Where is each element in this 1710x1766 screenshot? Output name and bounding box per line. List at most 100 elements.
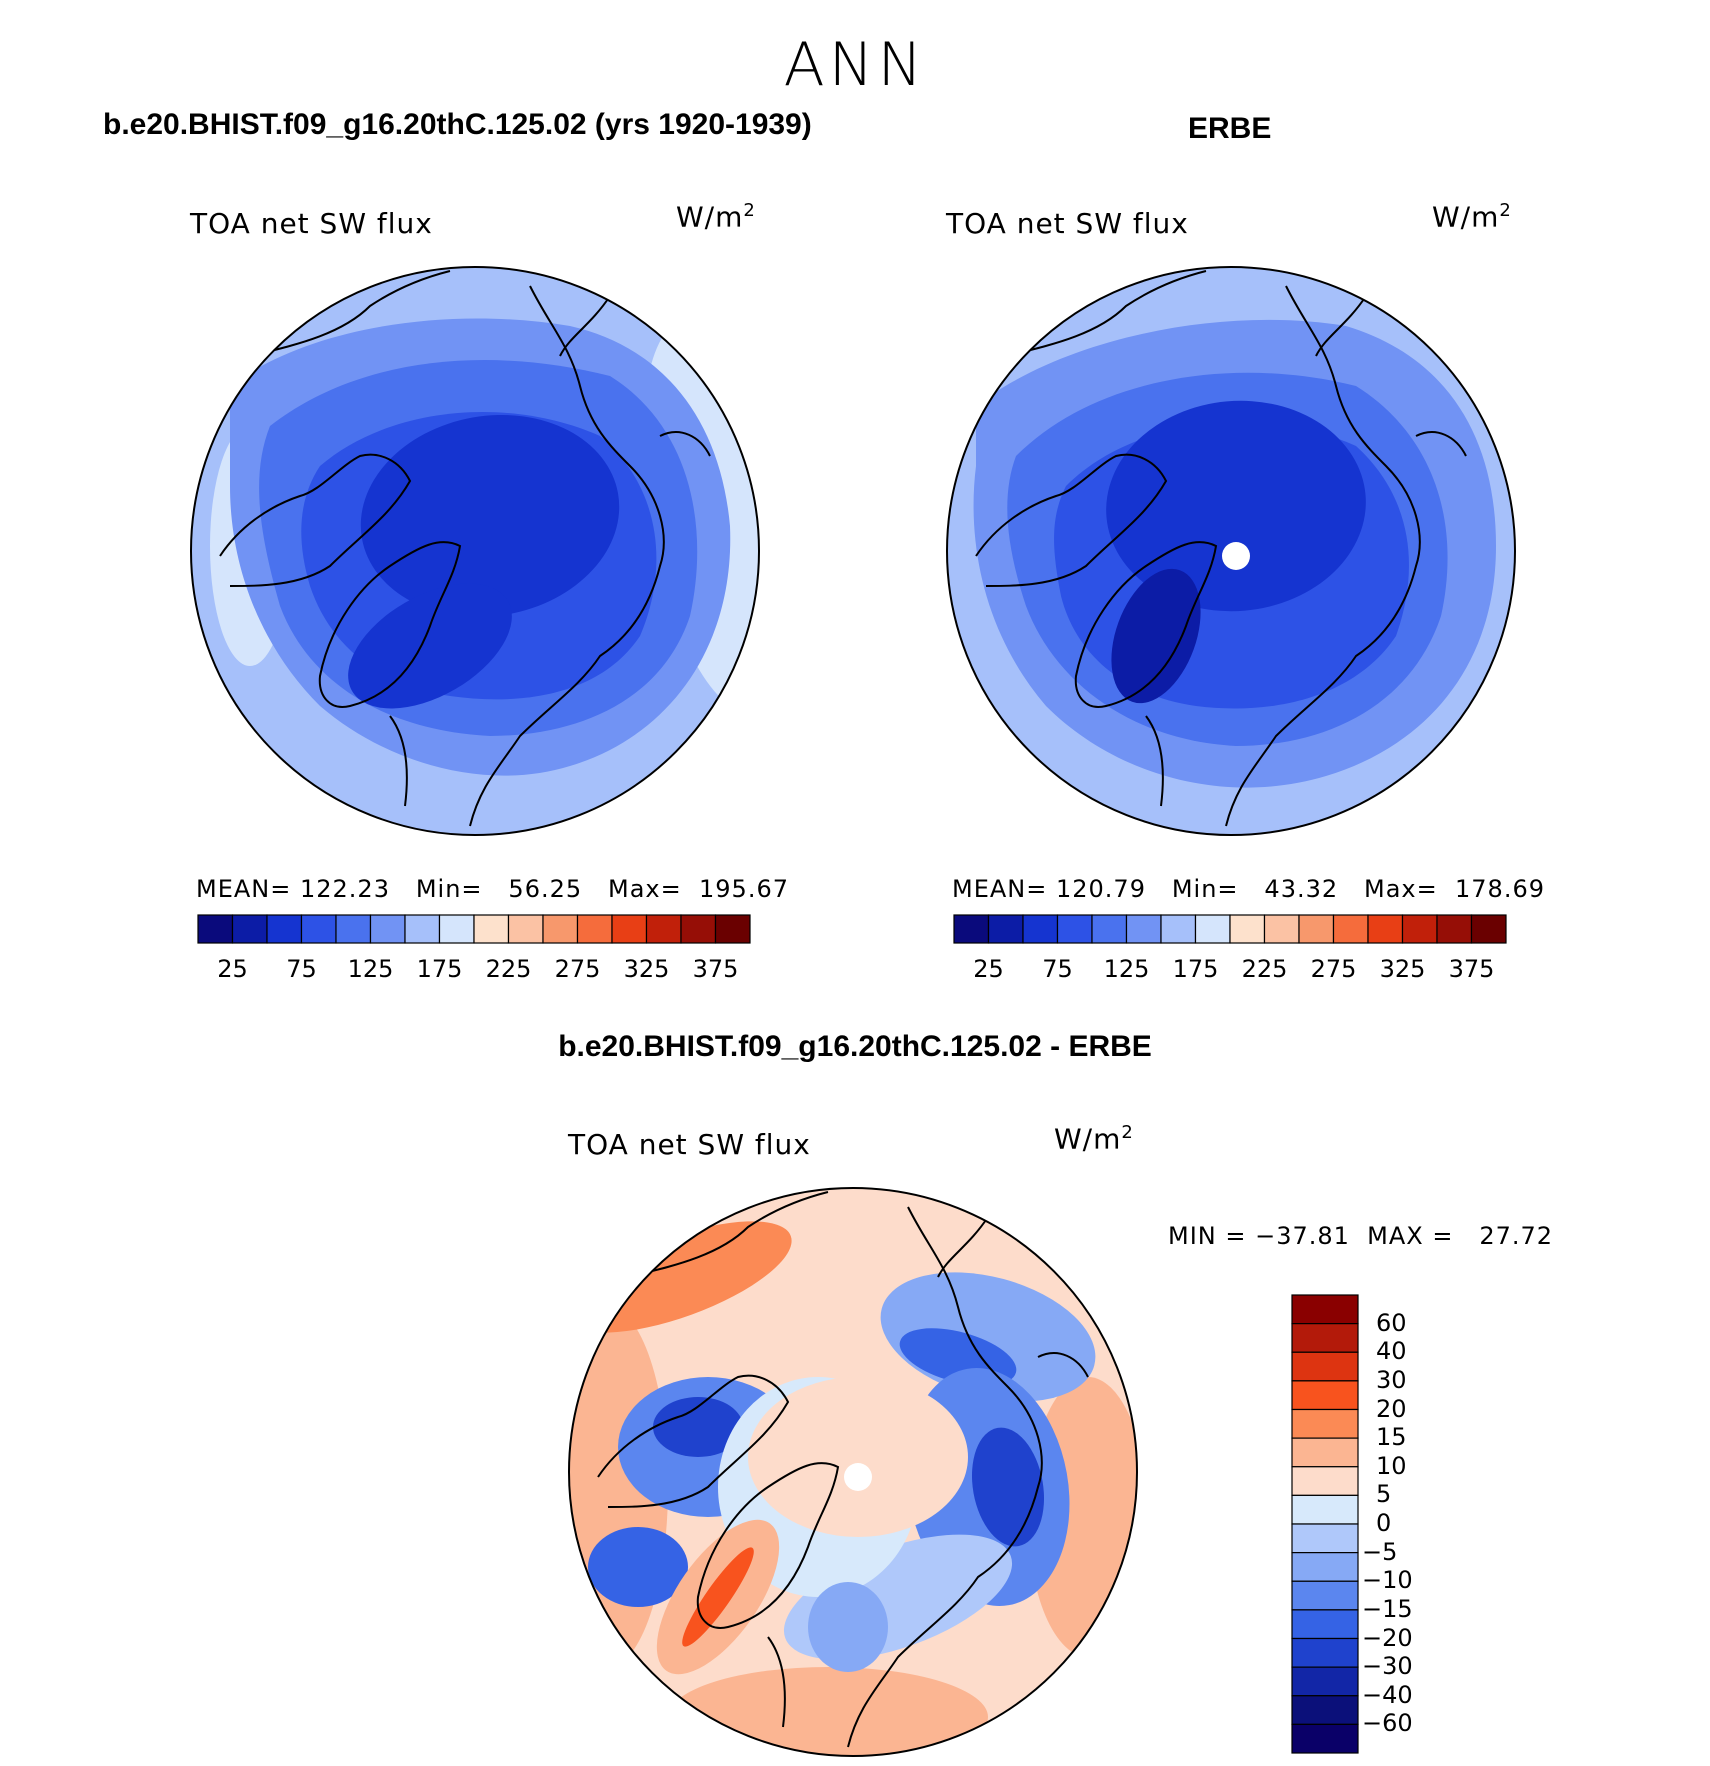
panel1-polar-map <box>190 266 760 836</box>
colorbar-tick-label: 30 <box>1376 1365 1407 1394</box>
colorbar-swatch <box>1291 1523 1359 1554</box>
colorbar-swatch <box>680 914 717 944</box>
colorbar-tick-label: 375 <box>1448 955 1495 983</box>
colorbar-swatch <box>1291 1494 1359 1525</box>
field-region <box>360 414 620 618</box>
colorbar-swatch <box>1291 1380 1359 1411</box>
map-boundary <box>190 266 760 836</box>
pole-hole <box>1222 542 1250 570</box>
colorbar-swatch <box>507 914 544 944</box>
colorbar-tick-label: 10 <box>1376 1451 1407 1480</box>
colorbar-tick-label: 325 <box>623 955 670 983</box>
colorbar-tick-label: 125 <box>1103 955 1150 983</box>
colorbar-swatch <box>1298 914 1335 944</box>
colorbar-tick-label: 275 <box>1310 955 1357 983</box>
colorbar-swatch <box>1291 1609 1359 1640</box>
field-region <box>808 1582 888 1672</box>
colorbar-swatch <box>1291 1408 1359 1439</box>
colorbar-tick-label: 5 <box>1376 1480 1392 1509</box>
colorbar-tick-label: 40 <box>1376 1337 1407 1366</box>
colorbar-swatch <box>1194 914 1231 944</box>
difference-polar-map <box>568 1187 1138 1757</box>
colorbar-swatch <box>1470 914 1507 944</box>
colorbar-swatch <box>300 914 337 944</box>
colorbar-swatch <box>335 914 372 944</box>
panel2-units-label: W/m2 <box>1432 200 1512 234</box>
colorbar-swatch <box>1125 914 1162 944</box>
colorbar-swatch <box>1056 914 1093 944</box>
field-region <box>348 583 512 709</box>
map-boundary <box>946 266 1516 836</box>
colorbar-tick-label: 175 <box>1172 955 1219 983</box>
colorbar-swatch <box>404 914 441 944</box>
colorbar-tick-label: 15 <box>1376 1423 1407 1452</box>
colorbar-swatch <box>1291 1323 1359 1353</box>
colorbar-swatch <box>1291 1294 1359 1325</box>
panel2-colorbar-ticks: 25 75 125 175 225 275 325 375 <box>954 955 1506 985</box>
panel3-units-label: W/m2 <box>1054 1122 1134 1156</box>
colorbar-swatch <box>1436 914 1473 944</box>
field-region <box>1111 568 1201 704</box>
colorbar-tick-label: −60 <box>1362 1709 1413 1738</box>
difference-colorbar-ticks: 60 40 30 20 15 10 5 0 −5 −10 −15 −20 −30 −40 −60 <box>1362 1295 1450 1753</box>
colorbar-swatch <box>1291 1466 1359 1496</box>
colorbar-swatch <box>645 914 682 944</box>
coastlines <box>219 270 711 827</box>
field-region <box>748 1377 968 1537</box>
colorbar-swatch <box>1091 914 1128 944</box>
field-region <box>588 1527 688 1607</box>
colorbar-swatch <box>714 914 751 944</box>
colorbar-swatch <box>576 914 613 944</box>
field-region <box>1106 400 1366 612</box>
colorbar-tick-label: 75 <box>1042 955 1073 983</box>
colorbar-swatch <box>1022 914 1059 944</box>
panel2-title: ERBE <box>1188 112 1272 145</box>
colorbar-swatch <box>1291 1437 1359 1468</box>
colorbar-tick-label: 375 <box>692 955 739 983</box>
panel1-colorbar-ticks: 25 75 125 175 225 275 325 375 <box>198 955 750 985</box>
colorbar-swatch <box>987 914 1024 944</box>
colorbar-tick-label: 25 <box>217 955 248 983</box>
colorbar-tick-label: −20 <box>1362 1623 1413 1652</box>
colorbar-swatch <box>1291 1666 1359 1697</box>
coastlines <box>975 270 1467 827</box>
colorbar-swatch <box>197 914 234 944</box>
colorbar-swatch <box>1291 1351 1359 1382</box>
panel3-variable-label: TOA net SW flux <box>568 1128 811 1161</box>
colorbar-tick-label: −30 <box>1362 1652 1413 1681</box>
colorbar-swatch <box>1160 914 1197 944</box>
colorbar-tick-label: 25 <box>973 955 1004 983</box>
field-region <box>682 1547 754 1647</box>
colorbar-swatch <box>1401 914 1438 944</box>
colorbar-swatch <box>1291 1637 1359 1668</box>
panel1-stats: MEAN= 122.23 Min= 56.25 Max= 195.67 <box>196 875 789 903</box>
colorbar-tick-label: 60 <box>1376 1308 1407 1337</box>
panel2-polar-map <box>946 266 1516 836</box>
difference-title: b.e20.BHIST.f09_g16.20thC.125.02 - ERBE <box>558 1030 1152 1063</box>
colorbar-tick-label: 225 <box>485 955 532 983</box>
colorbar-swatch <box>1332 914 1369 944</box>
colorbar-swatch <box>473 914 510 944</box>
colorbar-swatch <box>1229 914 1266 944</box>
colorbar-swatch <box>1291 1695 1359 1725</box>
colorbar-swatch <box>1367 914 1404 944</box>
field-region <box>971 1427 1045 1547</box>
panel1-title: b.e20.BHIST.f09_g16.20thC.125.02 (yrs 19… <box>103 108 812 141</box>
colorbar-swatch <box>1291 1723 1359 1754</box>
colorbar-tick-label: 20 <box>1376 1394 1407 1423</box>
panel2-variable-label: TOA net SW flux <box>946 207 1189 240</box>
map-boundary <box>568 1187 1138 1757</box>
colorbar-tick-label: 75 <box>286 955 317 983</box>
colorbar-swatch <box>542 914 579 944</box>
colorbar-swatch <box>953 914 990 944</box>
colorbar-tick-label: −5 <box>1362 1537 1398 1566</box>
colorbar-tick-label: −10 <box>1362 1566 1413 1595</box>
colorbar-tick-label: 0 <box>1376 1509 1392 1537</box>
field-region <box>653 1397 743 1457</box>
colorbar-tick-label: 175 <box>416 955 463 983</box>
colorbar-swatch <box>1291 1580 1359 1611</box>
colorbar-tick-label: 225 <box>1241 955 1288 983</box>
field-region <box>668 1667 988 1756</box>
colorbar-tick-label: 275 <box>554 955 601 983</box>
difference-stats: MIN = −37.81 MAX = 27.72 <box>1168 1222 1554 1250</box>
